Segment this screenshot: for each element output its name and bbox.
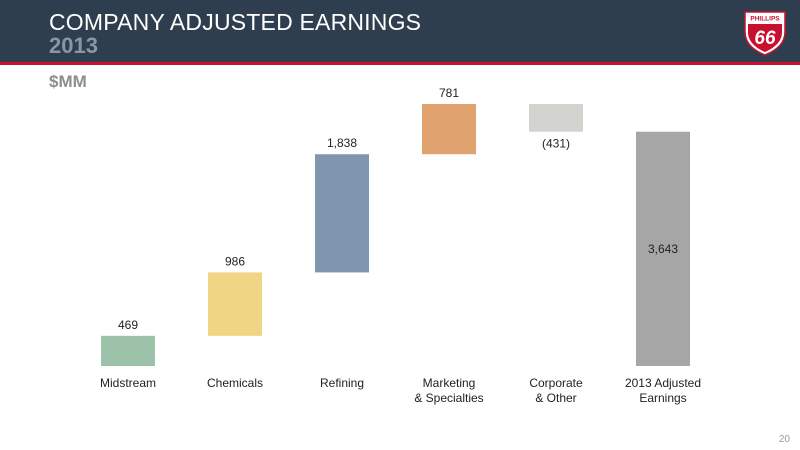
category-label-5-line-1: Earnings [639,391,686,405]
header-accent-rule [0,62,800,65]
category-label-4-line-1: & Other [535,391,576,405]
slide-subtitle: 2013 [49,33,98,58]
category-label-1: Chemicals [207,376,263,390]
bar-3 [422,104,476,155]
bar-5 [636,131,690,366]
bar-1 [208,272,262,336]
category-label-5-line-0: 2013 Adjusted [625,376,701,390]
category-label-3-line-0: Marketing [423,376,476,390]
bar-4 [529,104,583,132]
data-label-3: 781 [439,86,459,100]
header-bar [0,0,800,62]
logo-number: 66 [754,28,776,49]
data-label-2: 1,838 [327,136,357,150]
data-label-1: 986 [225,254,245,268]
phillips-66-shield-icon: PHILLIPS 66 [744,11,786,56]
category-label-2: Refining [320,376,364,390]
bar-2 [315,154,369,273]
data-label-5: 3,643 [648,242,678,256]
unit-label: $MM [49,72,87,91]
category-label-3-line-1: & Specialties [414,391,483,405]
data-label-0: 469 [118,318,138,332]
category-label-4-line-0: Corporate [529,376,583,390]
category-label-0: Midstream [100,376,156,390]
slide-title: COMPANY ADJUSTED EARNINGS [49,9,422,35]
page-number: 20 [778,434,790,445]
bar-0 [101,335,155,366]
data-label-4: (431) [542,137,570,151]
logo-top-text: PHILLIPS [750,16,780,23]
